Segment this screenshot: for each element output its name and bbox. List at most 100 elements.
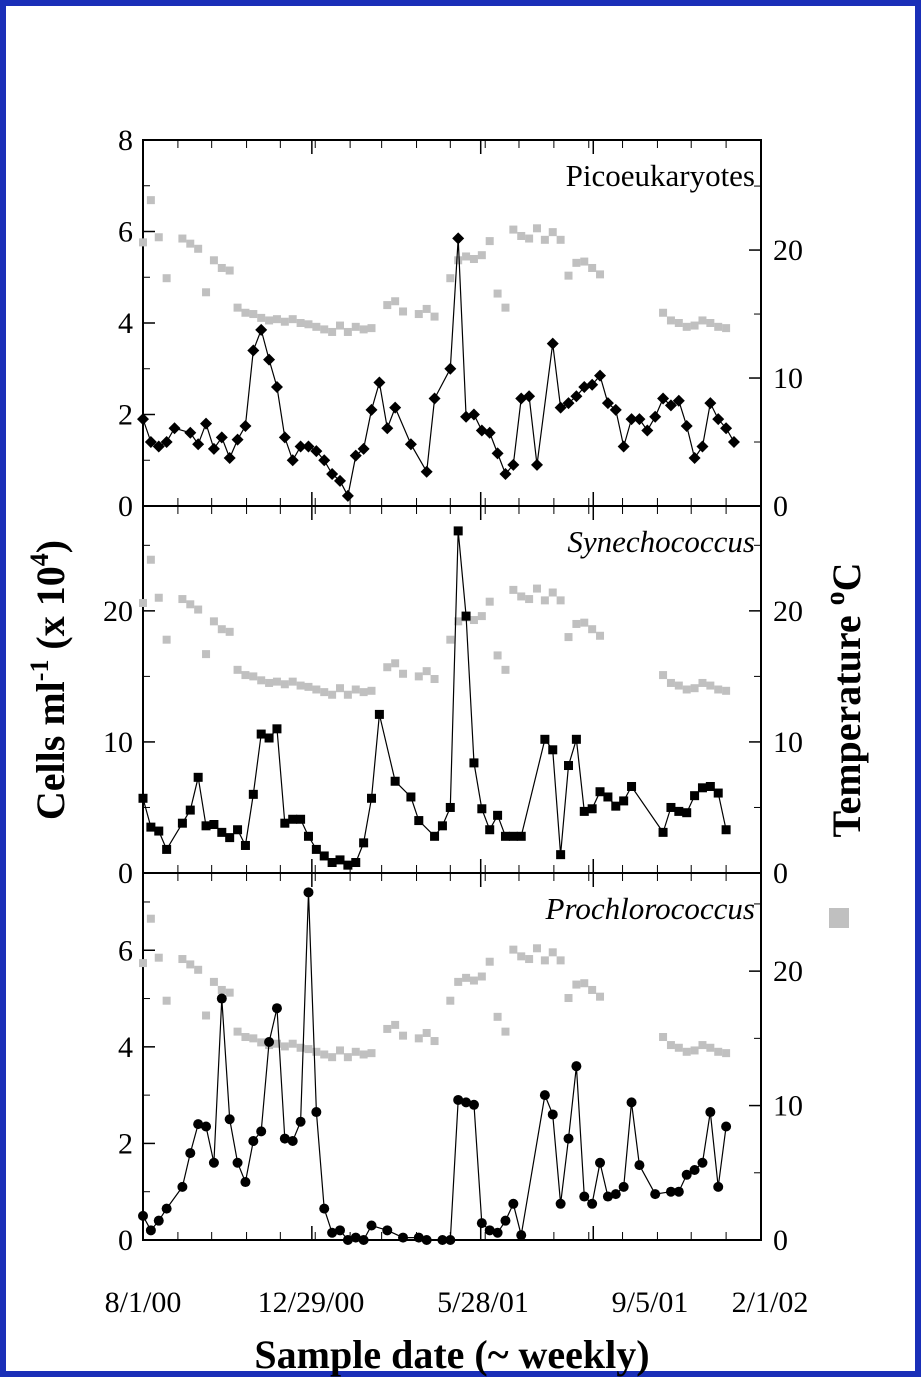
data-point xyxy=(138,1210,148,1221)
data-point xyxy=(689,1164,700,1175)
temperature-point xyxy=(304,320,313,329)
temperature-point xyxy=(572,619,581,628)
data-point xyxy=(453,526,463,536)
temperature-point xyxy=(666,316,675,325)
data-point xyxy=(500,1215,511,1226)
data-point xyxy=(617,440,630,453)
temperature-point xyxy=(241,308,250,317)
data-point xyxy=(414,816,424,826)
temperature-point xyxy=(540,235,549,244)
temperature-point xyxy=(682,1047,691,1056)
temperature-point xyxy=(139,238,147,247)
temperature-point xyxy=(296,1043,305,1052)
left-axis-title-end: ) xyxy=(28,540,73,553)
temperature-point xyxy=(414,1034,423,1043)
data-point xyxy=(279,1133,290,1144)
data-point xyxy=(327,858,337,868)
data-point xyxy=(342,1235,353,1245)
data-point xyxy=(437,1235,448,1245)
data-point xyxy=(713,1181,724,1192)
data-point xyxy=(658,827,668,837)
data-point xyxy=(343,860,353,870)
data-point xyxy=(579,806,589,816)
data-point xyxy=(657,392,670,405)
temperature-point xyxy=(280,317,289,326)
temperature-point xyxy=(659,671,668,680)
temperature-point xyxy=(517,952,526,961)
data-point xyxy=(319,851,329,861)
data-point xyxy=(564,761,574,771)
data-point xyxy=(720,422,733,435)
temperature-point xyxy=(343,327,352,336)
temperature-point xyxy=(698,1041,707,1050)
temperature-point xyxy=(139,959,147,968)
temperature-point xyxy=(162,996,171,1005)
temperature-point xyxy=(328,327,337,336)
data-point xyxy=(264,1037,275,1048)
temperature-point xyxy=(477,251,486,260)
data-point xyxy=(641,424,654,437)
data-point xyxy=(232,1157,243,1168)
temperature-point xyxy=(446,274,455,283)
temperature-point xyxy=(194,244,203,253)
right-tick-label: 10 xyxy=(773,726,803,759)
data-point xyxy=(303,887,314,898)
y-tick-label: 0 xyxy=(118,857,133,890)
x-tick-labels: 8/1/00 12/29/00 5/28/01 9/5/01 2/1/02 xyxy=(105,1286,809,1319)
temperature-point xyxy=(477,972,486,981)
panel-picoeukaryotes: 0 2 4 6 8 0 10 20 Picoeukaryotes xyxy=(118,124,803,523)
temperature-point xyxy=(659,308,668,317)
data-point xyxy=(445,802,455,812)
data-point xyxy=(611,801,621,811)
temperature-point xyxy=(225,266,234,275)
data-point xyxy=(144,435,157,448)
temperature-point xyxy=(659,1033,668,1042)
temperature-point xyxy=(532,944,541,953)
right-axis-title-sup: o xyxy=(820,591,851,605)
data-point xyxy=(311,1107,322,1118)
temperature-point xyxy=(328,1053,337,1062)
y-tick-label: 10 xyxy=(103,726,133,759)
right-tick-label: 0 xyxy=(773,1224,788,1257)
data-point xyxy=(546,337,559,350)
data-point xyxy=(500,831,510,841)
data-point xyxy=(508,831,518,841)
data-point xyxy=(263,353,276,366)
temperature-point xyxy=(320,325,329,334)
temperature-point xyxy=(469,616,478,625)
temperature-point xyxy=(698,678,707,687)
data-point xyxy=(288,814,298,824)
data-point xyxy=(256,1126,267,1137)
temperature-point xyxy=(154,953,163,962)
data-point xyxy=(681,1169,692,1180)
data-point xyxy=(586,378,599,391)
data-point xyxy=(294,440,307,453)
data-point xyxy=(453,1094,464,1105)
temperature-point xyxy=(588,985,597,994)
temperature-point xyxy=(430,675,439,684)
data-point xyxy=(350,1232,361,1243)
temperature-point xyxy=(706,681,715,690)
temperature-legend-swatch xyxy=(829,908,849,928)
data-point xyxy=(359,838,369,848)
data-point xyxy=(334,1225,345,1236)
left-axis-title-main: Cells ml xyxy=(28,681,73,820)
temperature-point xyxy=(209,977,218,986)
data-point xyxy=(341,489,354,502)
data-point xyxy=(626,1097,637,1108)
data-point xyxy=(161,1203,172,1214)
temperature-point xyxy=(202,288,211,297)
temperature-point xyxy=(548,948,557,957)
cell-series xyxy=(137,232,740,502)
data-point xyxy=(516,1230,527,1241)
data-point xyxy=(603,792,613,802)
temperature-point xyxy=(288,1039,297,1048)
temperature-point xyxy=(272,315,281,324)
data-point xyxy=(153,1215,164,1226)
data-point xyxy=(445,1235,456,1245)
temperature-point xyxy=(690,684,699,693)
temperature-point xyxy=(525,234,534,243)
temperature-point xyxy=(296,681,305,690)
data-point xyxy=(484,1225,495,1236)
chart-panels: 0246801020Picoeukaryotes0102001020Synech… xyxy=(103,124,803,1257)
